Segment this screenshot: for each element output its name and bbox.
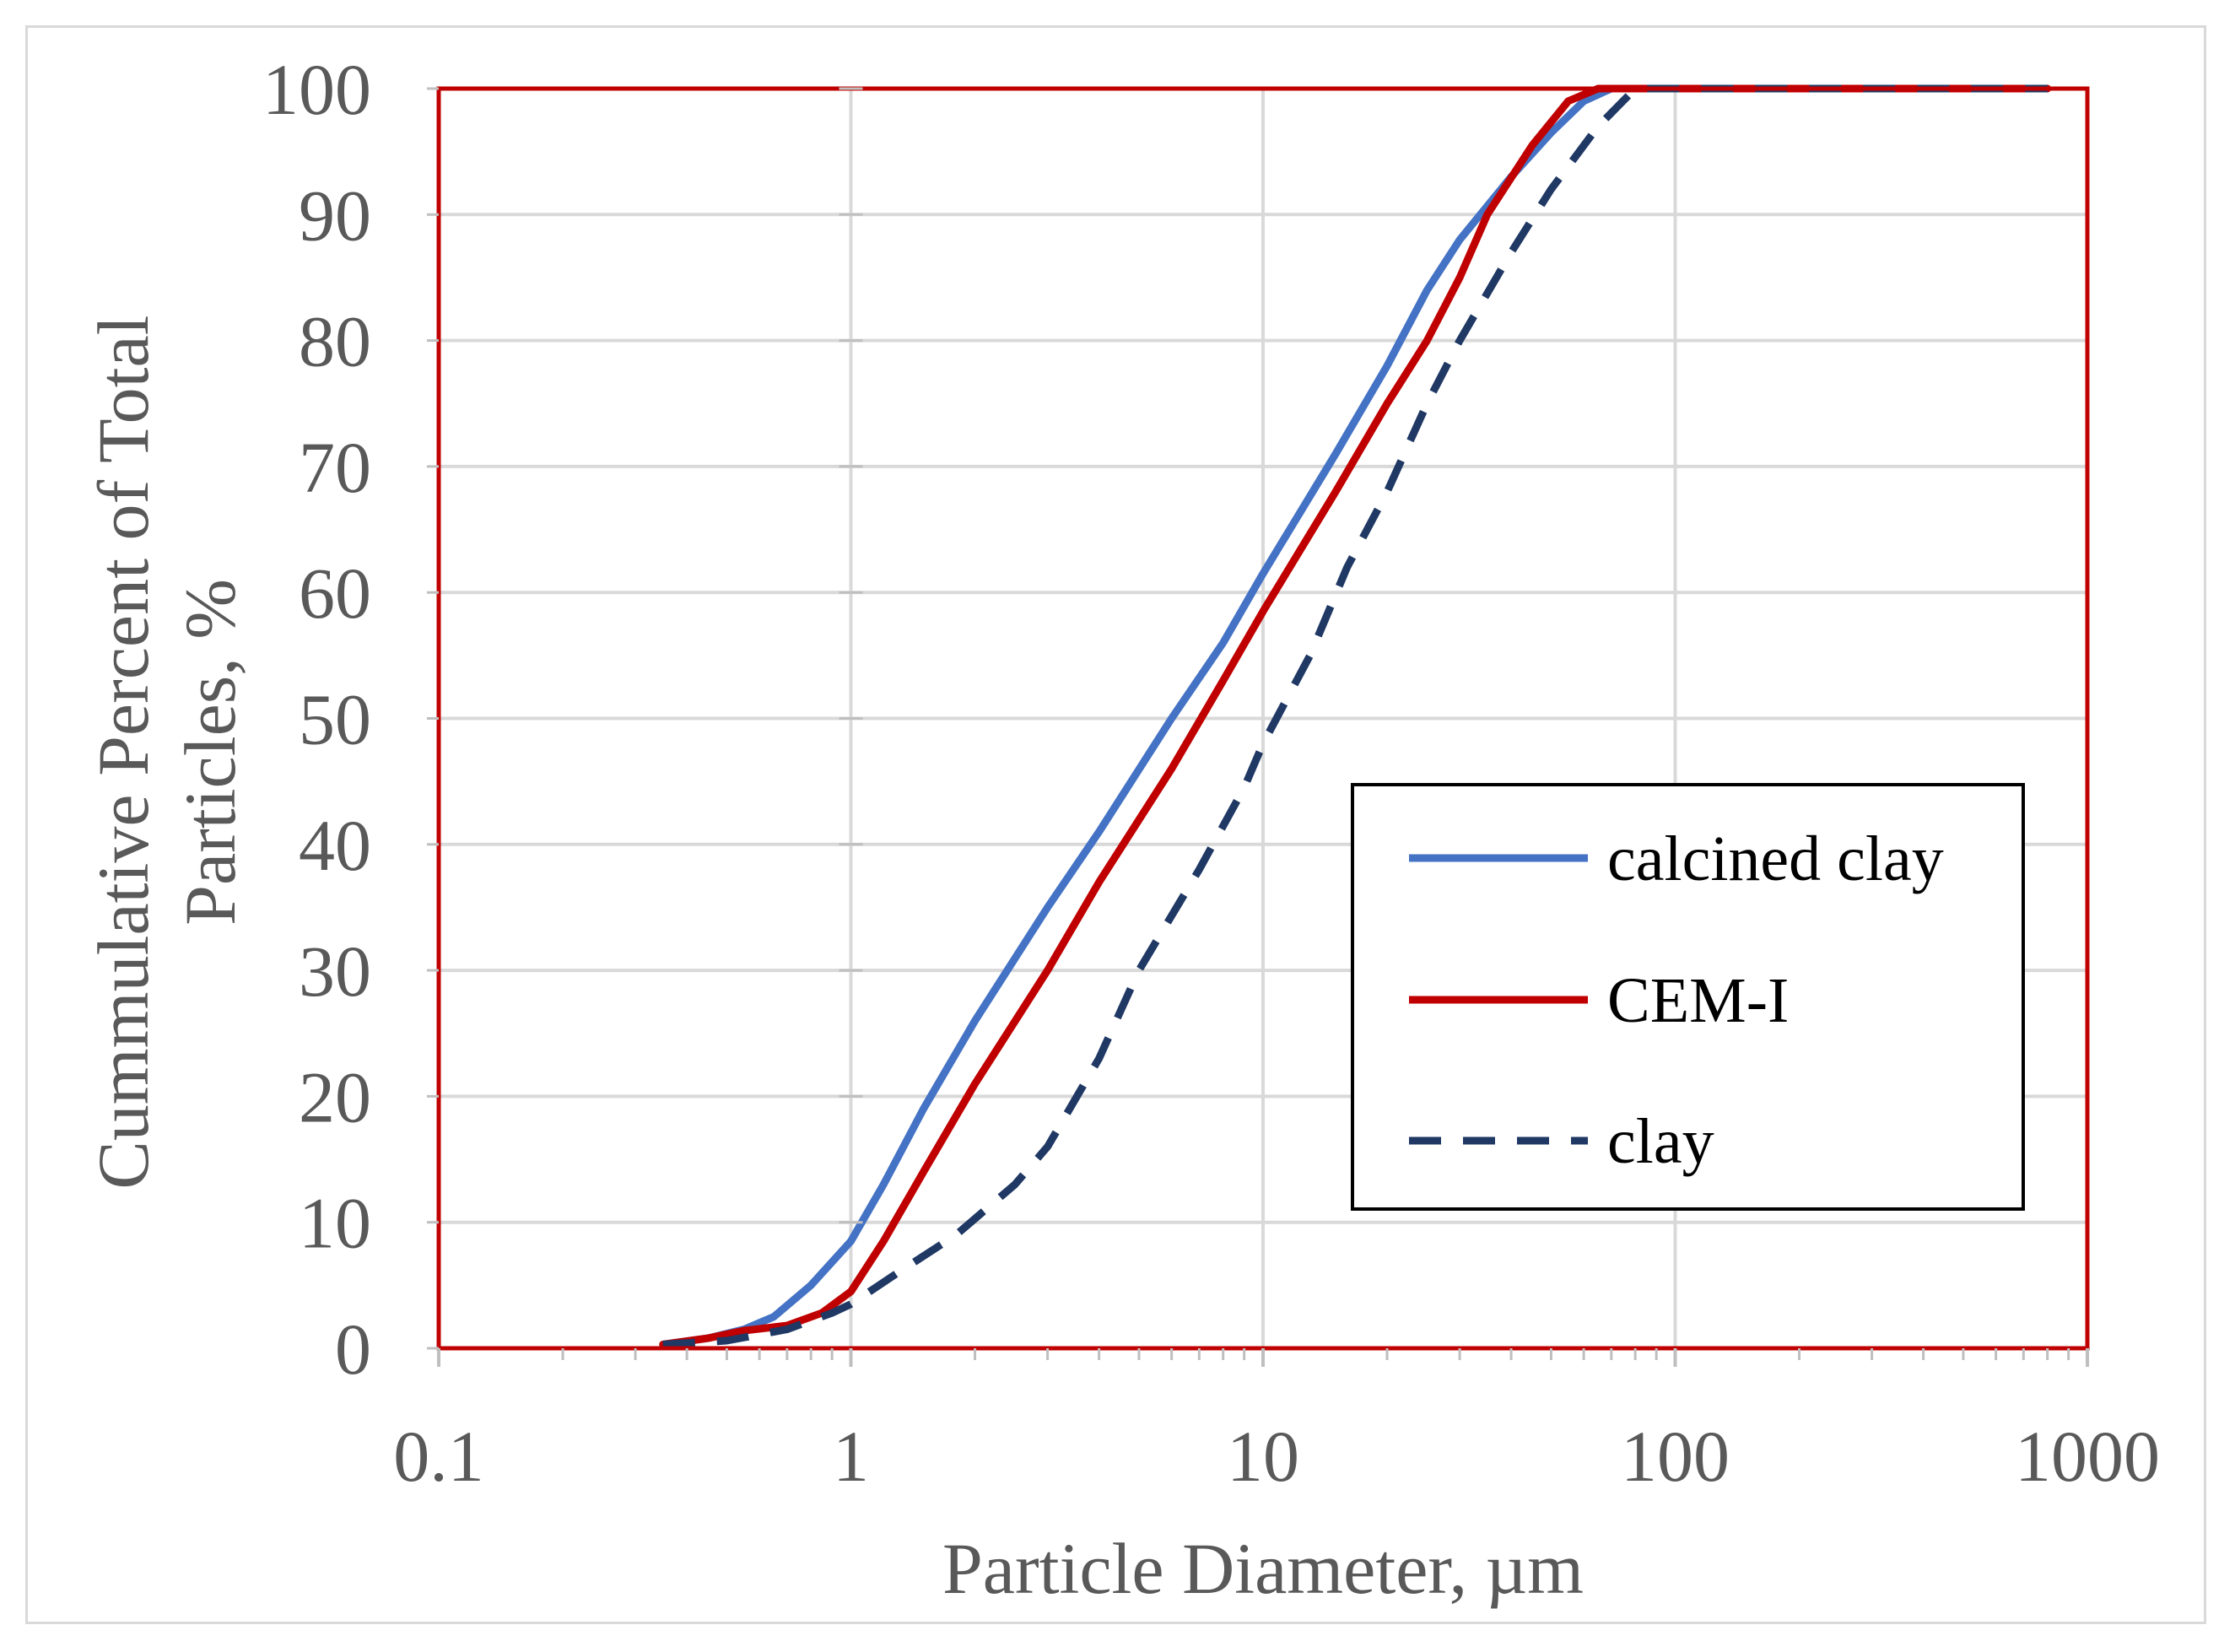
y-tick-label: 10 <box>299 1183 371 1264</box>
series-line-clay <box>662 84 2048 1348</box>
x-tick-label: 1000 <box>2015 1416 2160 1497</box>
chart-frame <box>25 25 2206 1624</box>
x-tick-label: 0.1 <box>393 1416 484 1497</box>
y-tick-label: 60 <box>299 553 371 634</box>
y-tick-label: 70 <box>299 427 371 508</box>
y-tick-label: 20 <box>299 1056 371 1137</box>
ticks: 0.1 1 10 100 1000 0 10 20 30 40 50 60 70 80 90 100 <box>262 49 2160 1497</box>
y-tick-label: 100 <box>262 49 371 130</box>
x-tick-label: 1 <box>833 1416 869 1497</box>
y-axis-title-line2: Particles, % <box>170 579 251 926</box>
series-line-cem-i <box>659 84 2052 1348</box>
y-tick-label: 50 <box>299 679 371 760</box>
x-tick-label: 10 <box>1227 1416 1299 1497</box>
series-lines <box>659 84 2052 1348</box>
y-tick-label: 30 <box>299 931 371 1012</box>
legend-label-calcined-clay: calcined clay <box>1607 823 1944 894</box>
y-tick-label: 40 <box>299 805 371 886</box>
x-axis-title: Particle Diameter, µm <box>942 1528 1584 1609</box>
y-tick-label: 0 <box>335 1309 371 1390</box>
x-tick-label: 100 <box>1621 1416 1730 1497</box>
y-axis-title-line1: Cummulative Percent of Total <box>83 315 164 1189</box>
y-tick-label: 90 <box>299 175 371 256</box>
legend: calcined clay CEM-I clay <box>1351 783 2025 1211</box>
y-tick-label: 80 <box>299 301 371 382</box>
legend-label-cem-i: CEM-I <box>1607 965 1789 1036</box>
legend-label-clay: clay <box>1607 1106 1714 1177</box>
